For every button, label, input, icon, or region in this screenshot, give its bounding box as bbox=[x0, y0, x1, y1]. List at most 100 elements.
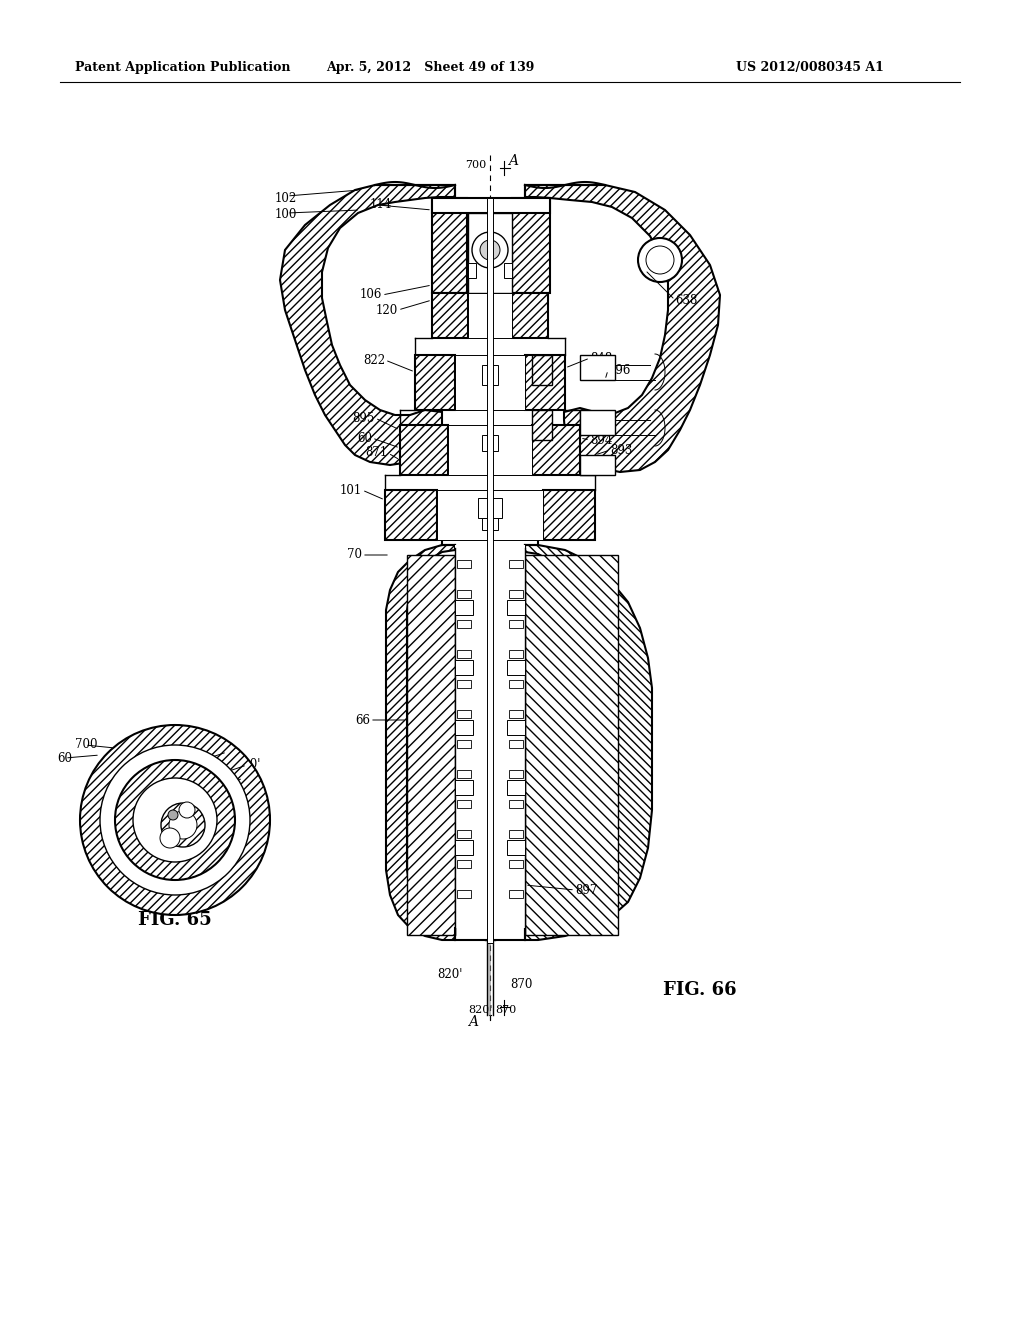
Bar bbox=[509, 861, 523, 869]
Bar bbox=[509, 590, 523, 598]
Bar bbox=[455, 840, 473, 855]
Text: 897: 897 bbox=[230, 771, 252, 784]
Bar bbox=[400, 425, 449, 475]
Text: 102: 102 bbox=[275, 191, 297, 205]
Bar bbox=[457, 620, 471, 628]
Bar bbox=[509, 649, 523, 657]
Text: FIG. 65: FIG. 65 bbox=[138, 911, 212, 929]
Bar bbox=[457, 649, 471, 657]
Bar bbox=[455, 780, 473, 795]
Text: FIG. 66: FIG. 66 bbox=[664, 981, 737, 999]
Bar bbox=[507, 719, 525, 735]
Polygon shape bbox=[386, 545, 455, 940]
Bar bbox=[432, 198, 467, 293]
Polygon shape bbox=[525, 554, 618, 935]
Bar bbox=[509, 741, 523, 748]
Bar bbox=[504, 263, 512, 279]
Bar bbox=[509, 830, 523, 838]
Circle shape bbox=[168, 810, 178, 820]
Bar bbox=[468, 263, 476, 279]
Circle shape bbox=[160, 828, 180, 847]
Text: 896: 896 bbox=[608, 363, 631, 376]
Bar bbox=[580, 455, 615, 475]
Circle shape bbox=[80, 725, 270, 915]
Text: A: A bbox=[508, 154, 518, 168]
Text: Patent Application Publication: Patent Application Publication bbox=[75, 62, 291, 74]
Text: 848: 848 bbox=[590, 351, 612, 364]
Text: 848: 848 bbox=[215, 746, 238, 759]
Bar bbox=[482, 436, 498, 451]
Bar bbox=[507, 840, 525, 855]
Text: Apr. 5, 2012   Sheet 49 of 139: Apr. 5, 2012 Sheet 49 of 139 bbox=[326, 62, 535, 74]
Bar bbox=[468, 213, 512, 293]
Text: 101: 101 bbox=[340, 483, 362, 496]
Text: 896: 896 bbox=[580, 458, 602, 471]
Text: 897: 897 bbox=[575, 883, 597, 896]
Text: 870: 870 bbox=[510, 978, 532, 991]
Bar bbox=[457, 890, 471, 898]
Text: 820': 820' bbox=[234, 759, 260, 771]
Text: US 2012/0080345 A1: US 2012/0080345 A1 bbox=[736, 62, 884, 74]
Bar bbox=[457, 861, 471, 869]
Text: 820': 820' bbox=[468, 1005, 493, 1015]
Text: 114: 114 bbox=[370, 198, 392, 211]
Bar bbox=[455, 355, 525, 411]
Text: 700: 700 bbox=[75, 738, 97, 751]
Circle shape bbox=[646, 246, 674, 275]
Bar bbox=[487, 198, 493, 942]
Circle shape bbox=[638, 238, 682, 282]
Text: 895: 895 bbox=[352, 412, 375, 425]
Bar bbox=[509, 710, 523, 718]
Bar bbox=[457, 710, 471, 718]
Polygon shape bbox=[407, 554, 455, 935]
Circle shape bbox=[133, 777, 217, 862]
Circle shape bbox=[480, 240, 500, 260]
Bar bbox=[449, 425, 532, 475]
Bar bbox=[543, 490, 595, 540]
Text: 100: 100 bbox=[275, 209, 297, 222]
Bar bbox=[509, 680, 523, 688]
Polygon shape bbox=[525, 185, 720, 473]
Circle shape bbox=[115, 760, 234, 880]
Text: 894: 894 bbox=[590, 433, 612, 446]
Bar bbox=[509, 800, 523, 808]
Bar bbox=[509, 560, 523, 568]
Circle shape bbox=[472, 232, 508, 268]
Text: 820': 820' bbox=[437, 969, 463, 982]
Bar bbox=[457, 680, 471, 688]
Bar bbox=[509, 620, 523, 628]
Text: 106: 106 bbox=[359, 289, 382, 301]
Bar bbox=[509, 770, 523, 777]
Text: 60: 60 bbox=[57, 751, 72, 764]
Bar bbox=[457, 741, 471, 748]
Text: 70: 70 bbox=[347, 549, 362, 561]
Bar bbox=[580, 411, 615, 436]
Bar bbox=[468, 293, 512, 338]
Bar bbox=[457, 560, 471, 568]
Text: 60: 60 bbox=[357, 432, 372, 445]
Bar bbox=[512, 293, 548, 338]
Bar bbox=[415, 355, 455, 411]
Polygon shape bbox=[525, 545, 652, 940]
Bar bbox=[457, 770, 471, 777]
Bar bbox=[457, 830, 471, 838]
Bar bbox=[432, 198, 550, 213]
Bar bbox=[512, 198, 550, 293]
Text: 638: 638 bbox=[675, 293, 697, 306]
Bar bbox=[455, 660, 473, 675]
Text: 66: 66 bbox=[355, 714, 370, 726]
Text: 893: 893 bbox=[610, 444, 633, 457]
Text: 120: 120 bbox=[376, 304, 398, 317]
Circle shape bbox=[169, 810, 197, 840]
Bar bbox=[532, 425, 580, 475]
Bar bbox=[455, 719, 473, 735]
Bar bbox=[532, 411, 552, 440]
Bar bbox=[455, 545, 525, 928]
Bar bbox=[525, 355, 565, 411]
Text: 700: 700 bbox=[465, 160, 486, 170]
Polygon shape bbox=[280, 185, 455, 465]
Bar bbox=[457, 590, 471, 598]
Bar bbox=[507, 660, 525, 675]
Bar bbox=[482, 517, 498, 531]
Bar bbox=[437, 490, 543, 540]
